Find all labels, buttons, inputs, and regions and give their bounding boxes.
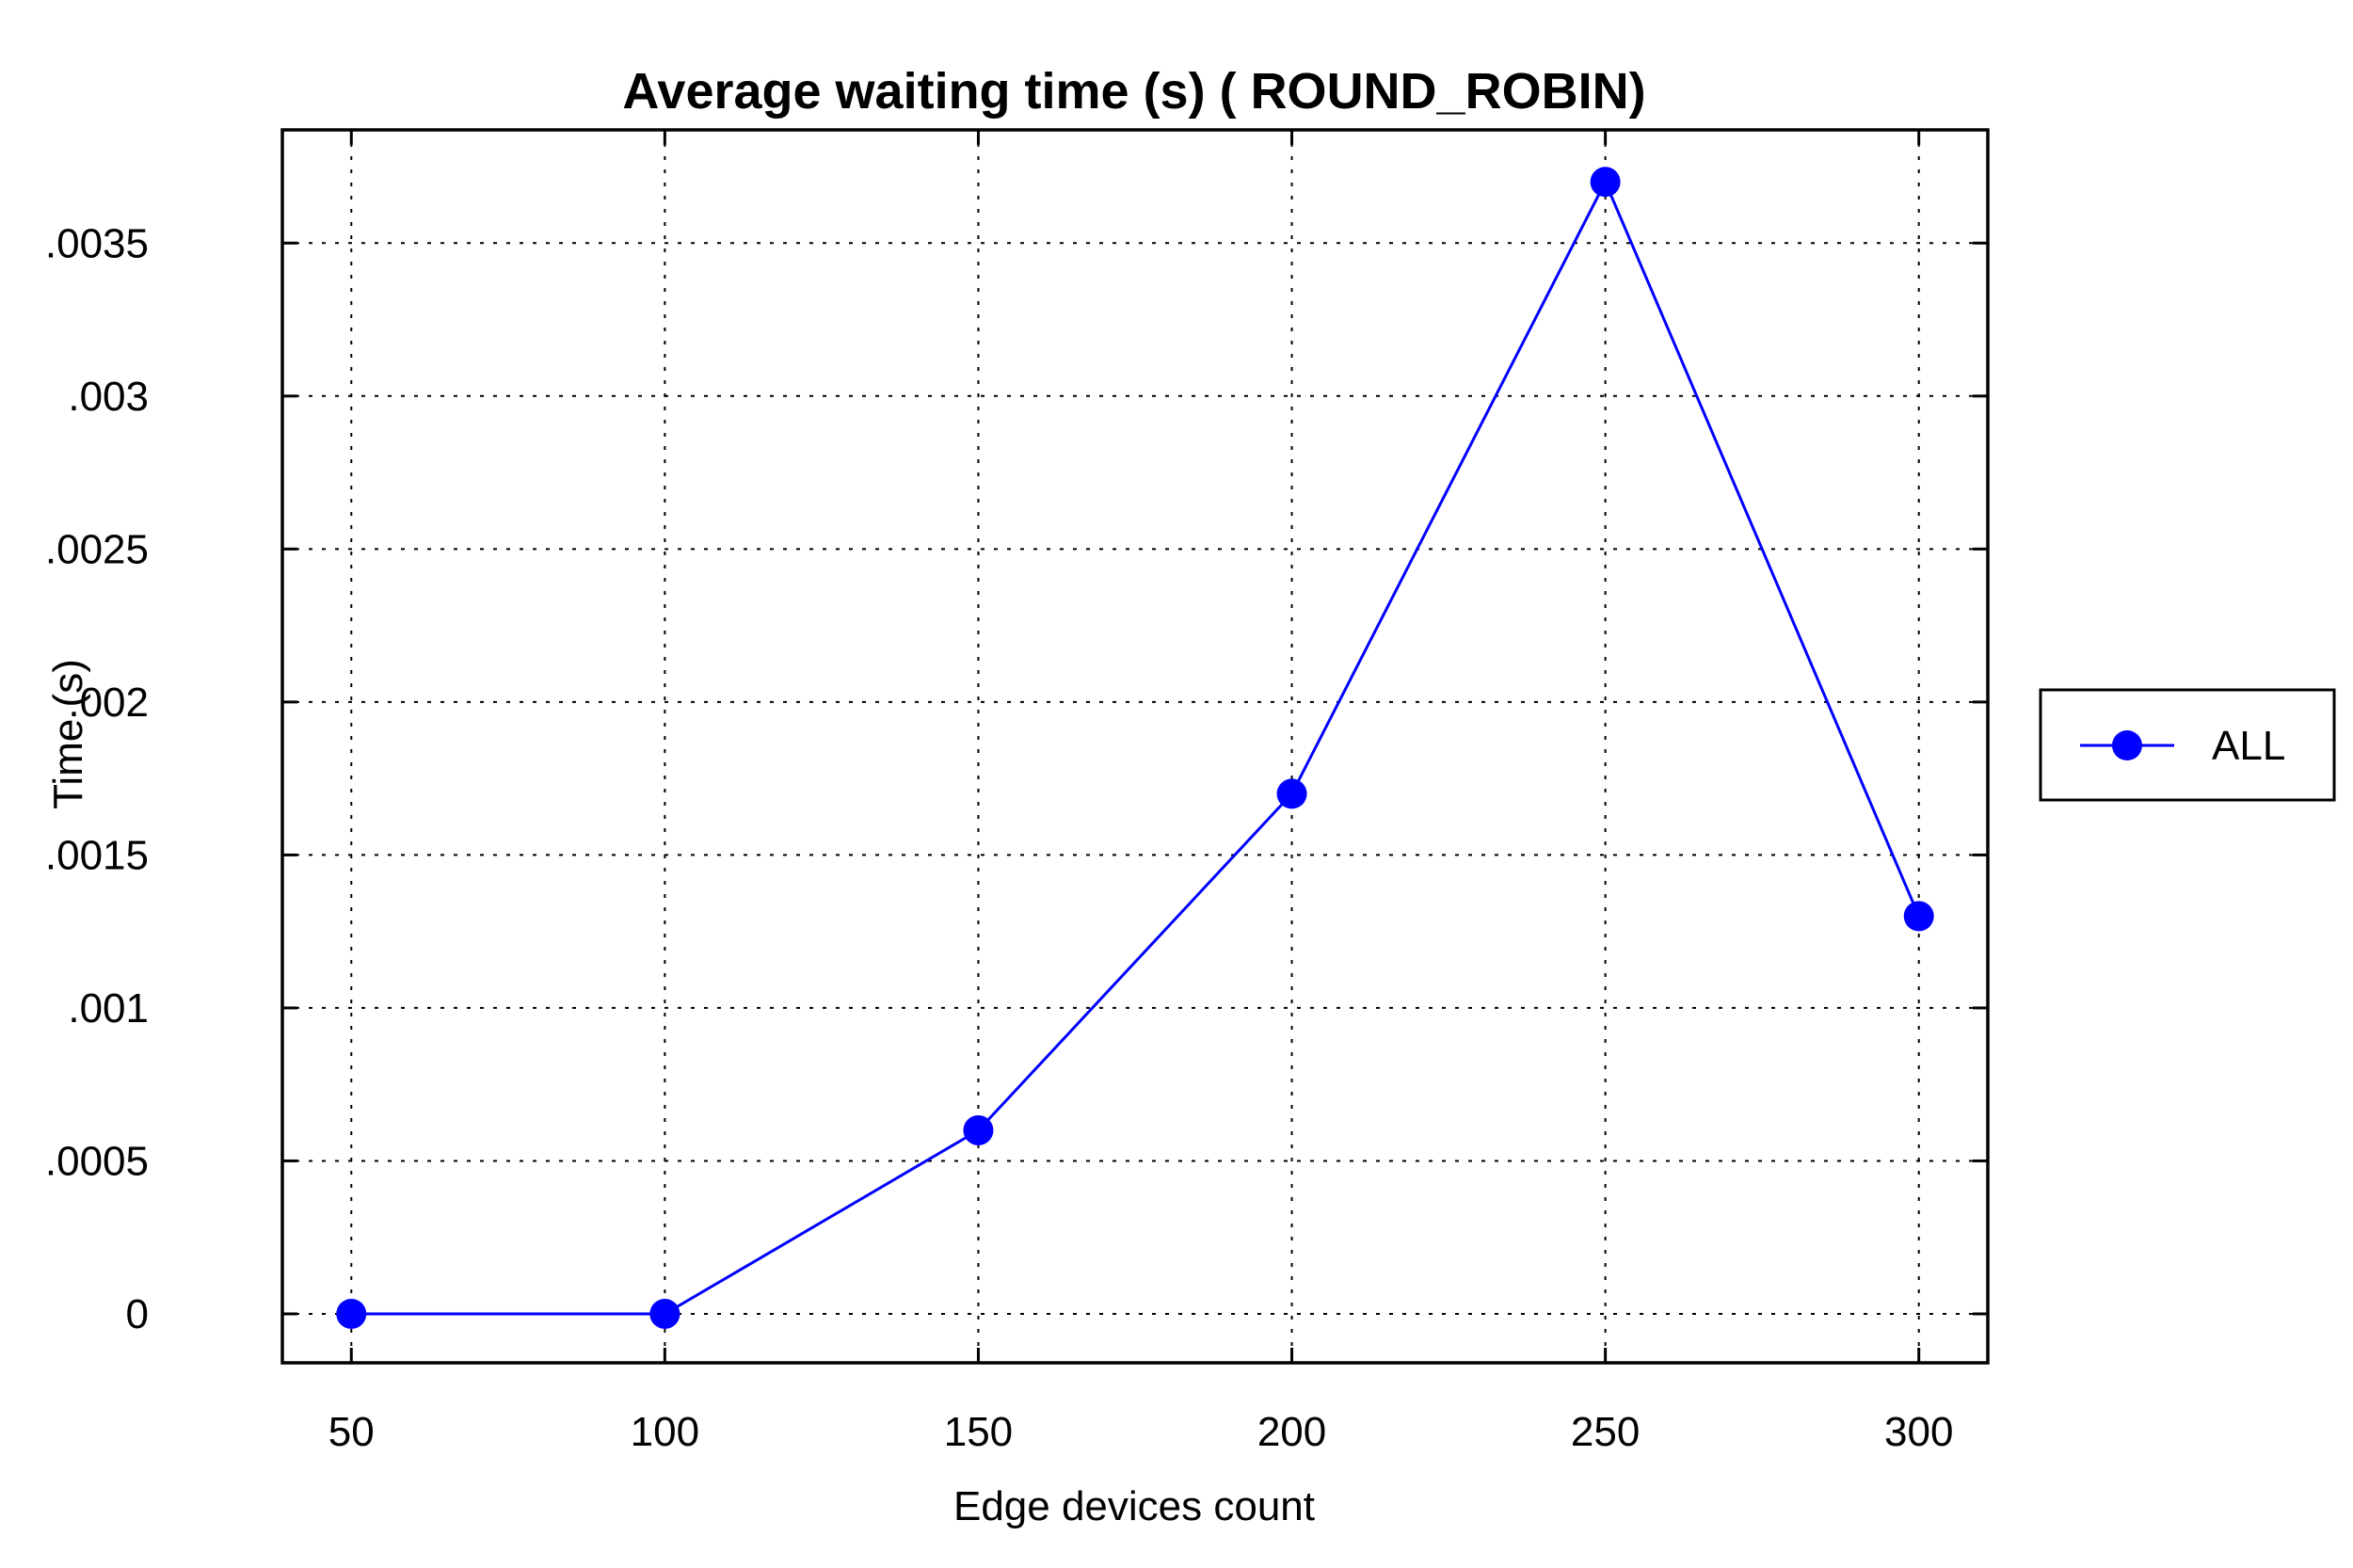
y-tick-label: 0: [126, 1291, 149, 1337]
data-point: [963, 1114, 994, 1145]
y-tick-label: .0005: [45, 1138, 149, 1184]
y-tick-label: .0025: [45, 526, 149, 572]
tick-marks: [282, 130, 1988, 1363]
data-point: [336, 1298, 367, 1329]
y-axis-label: Time (s): [45, 659, 91, 809]
y-tick-label: .0035: [45, 220, 149, 266]
chart-title: Average waiting time (s) ( ROUND_ROBIN): [622, 63, 1645, 120]
series-line-all: [351, 178, 1921, 1316]
y-tick-label: .0015: [45, 832, 149, 878]
grid-lines: [282, 130, 1988, 1363]
data-point: [1590, 167, 1621, 198]
series-all: [336, 167, 1934, 1329]
x-tick-label: 200: [1257, 1409, 1326, 1455]
x-tick-label: 250: [1571, 1409, 1640, 1455]
plot-area: [280, 128, 1990, 1365]
x-tick-labels: 50 100 150 200 250 300: [328, 1409, 1954, 1455]
data-point: [1903, 901, 1934, 932]
data-point: [1276, 778, 1307, 809]
y-tick-label: .002: [68, 680, 149, 726]
y-tick-label: .001: [68, 985, 149, 1032]
x-tick-label: 50: [328, 1409, 375, 1455]
legend-series-label: ALL: [2212, 723, 2285, 769]
y-tick-label: .003: [68, 374, 149, 420]
x-tick-label: 300: [1884, 1409, 1953, 1455]
x-tick-label: 150: [944, 1409, 1013, 1455]
data-point: [649, 1298, 680, 1329]
y-tick-labels: 0 .0005 .001 .0015 .002 .0025 .003 .0035: [45, 220, 149, 1337]
legend: ALL: [2039, 688, 2336, 802]
x-axis-label: Edge devices count: [953, 1483, 1315, 1529]
legend-series-marker: [2112, 730, 2142, 760]
x-tick-label: 100: [631, 1409, 699, 1455]
